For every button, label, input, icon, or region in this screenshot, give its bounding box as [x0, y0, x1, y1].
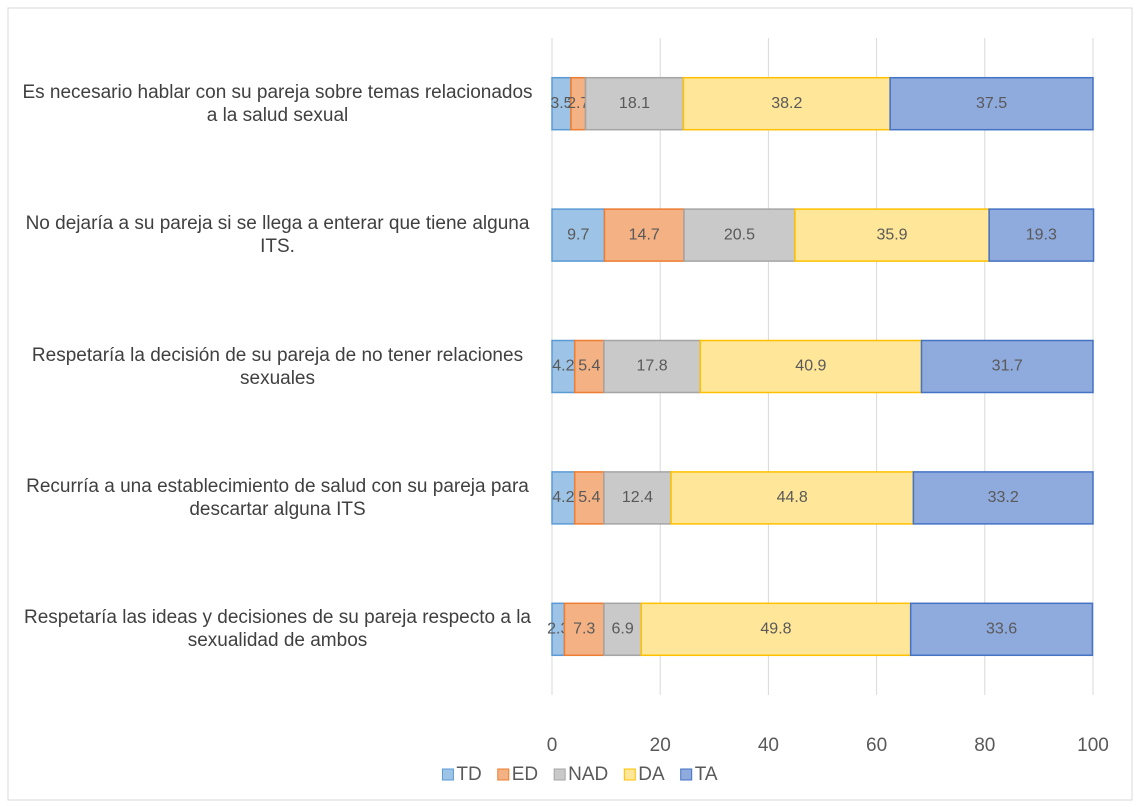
x-tick-label: 60	[866, 735, 887, 756]
legend-label: TD	[456, 764, 481, 785]
legend-label: DA	[638, 764, 665, 785]
bar-segment	[920, 339, 1094, 394]
bar-segment	[889, 76, 1094, 131]
y-tick-label: Respetaría las ideas y decisiones de su …	[24, 607, 531, 652]
data-label: 5.4	[578, 358, 600, 375]
data-label: 5.4	[578, 489, 600, 506]
y-tick-label: Es necesario hablar con su pareja sobre …	[22, 81, 533, 126]
data-label: 40.9	[795, 358, 826, 375]
data-label: 12.4	[622, 489, 653, 506]
data-label: 9.7	[567, 226, 589, 243]
data-label: 18.1	[619, 95, 650, 112]
bar-segment	[988, 208, 1095, 262]
data-label: 17.8	[637, 358, 668, 375]
bar-segment	[603, 471, 672, 525]
y-tick-label: No dejaría a su pareja si se llega a ent…	[25, 213, 530, 258]
data-label: 44.8	[777, 489, 808, 506]
data-label: 3.5	[550, 95, 572, 112]
y-tick-label: Respetaría la decisión de su pareja de n…	[31, 344, 524, 389]
legend-swatch	[553, 768, 566, 781]
data-label: 33.6	[986, 621, 1017, 638]
data-label: 6.9	[611, 621, 633, 638]
bar-segment	[573, 339, 605, 394]
legend-label: NAD	[568, 764, 608, 785]
legend-label: TA	[695, 764, 718, 785]
data-label: 38.2	[771, 95, 802, 112]
bar-segment	[603, 208, 685, 262]
x-tick-label: 40	[758, 735, 779, 756]
y-tick-label: Recurría a una establecimiento de salud …	[26, 475, 529, 520]
legend-swatch	[441, 768, 454, 781]
data-label: 35.9	[876, 226, 907, 243]
data-label: 49.8	[760, 621, 791, 638]
bar-segment	[912, 471, 1094, 525]
x-tick-label: 100	[1077, 735, 1109, 756]
data-label: 7.3	[573, 621, 595, 638]
bar-segment	[909, 602, 1094, 657]
legend-swatch	[680, 768, 693, 781]
data-label: 37.5	[976, 95, 1007, 112]
legend-label: ED	[512, 764, 538, 785]
x-tick-label: 0	[547, 735, 558, 756]
bar-segment	[640, 602, 912, 657]
data-label: 14.7	[629, 226, 660, 243]
bar-segment	[603, 602, 643, 657]
data-label: 2.7	[567, 95, 589, 112]
data-label: 4.2	[552, 489, 574, 506]
data-label: 31.7	[992, 358, 1023, 375]
data-label: 19.3	[1026, 226, 1057, 243]
bar-segment	[683, 208, 796, 262]
bar-segment	[670, 471, 915, 525]
bar-segment	[563, 602, 605, 657]
x-tick-label: 20	[650, 735, 671, 756]
x-tick-label: 80	[974, 735, 995, 756]
data-label: 20.5	[724, 226, 755, 243]
legend-swatch	[623, 768, 636, 781]
bar-segment	[573, 471, 605, 525]
legend-swatch	[497, 768, 510, 781]
chart-border	[7, 7, 1133, 801]
data-label: 4.2	[552, 358, 574, 375]
data-label: 33.2	[988, 489, 1019, 506]
